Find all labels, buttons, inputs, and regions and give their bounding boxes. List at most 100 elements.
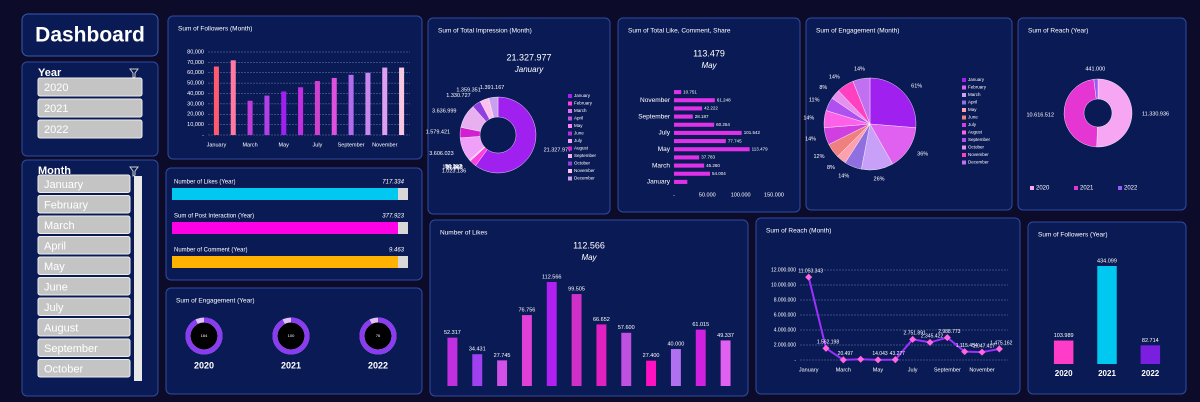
marker <box>978 348 986 356</box>
x-tick-label: - <box>673 192 675 198</box>
panel <box>755 217 1021 395</box>
legend-swatch <box>568 101 572 106</box>
legend-label: 2020 <box>1036 186 1050 192</box>
data-label: 14% <box>838 173 849 179</box>
x-tick-label: July <box>908 367 918 373</box>
bar <box>1053 340 1074 364</box>
panel <box>429 219 749 397</box>
progress-bar <box>172 222 398 234</box>
y-tick-label: 10.000.000 <box>771 282 796 288</box>
bar <box>348 74 354 135</box>
chart-title: Number of Likes <box>440 230 488 237</box>
legend-swatch <box>568 94 572 98</box>
legend-swatch <box>962 115 966 120</box>
data-label: 1.115.454 <box>956 343 978 349</box>
progress-value: 377.923 <box>382 214 404 220</box>
slicer-item[interactable] <box>37 236 131 255</box>
chart-title: Sum of Reach (Year) <box>1028 28 1088 35</box>
slicer-item-label: March <box>44 220 75 232</box>
slicer-item[interactable] <box>37 98 143 118</box>
marker <box>943 334 951 342</box>
legend-label: July <box>968 122 977 127</box>
x-tick-label: November <box>969 367 995 373</box>
slicer-item[interactable] <box>37 338 131 357</box>
legend-label: August <box>574 146 589 151</box>
data-label: 1.475.162 <box>990 340 1012 346</box>
y-tick-label: July <box>658 130 670 137</box>
slicer-item[interactable] <box>37 174 131 193</box>
panel <box>617 17 801 213</box>
data-label: 42.222 <box>704 106 718 111</box>
data-label: 112.566 <box>542 274 561 280</box>
donut-segment <box>475 96 537 174</box>
x-tick-label: 50.000 <box>699 192 716 198</box>
y-tick-label: - <box>202 132 204 138</box>
pie-slice <box>852 77 871 125</box>
bar <box>596 324 607 386</box>
data-label: 441.000 <box>1085 67 1105 73</box>
x-tick-label: 150.000 <box>764 192 784 198</box>
slicer-item-label: 2020 <box>44 82 68 94</box>
bar <box>1097 266 1117 364</box>
slicer-item[interactable] <box>37 119 143 139</box>
x-tick-label: September <box>338 142 365 148</box>
chart-title: Sum of Followers (Year) <box>1038 232 1107 239</box>
x-tick-label: 2020 <box>1055 369 1073 378</box>
slicer-item-label: July <box>44 302 64 314</box>
bar <box>674 106 703 111</box>
data-label: 61% <box>911 83 922 89</box>
chart-title: Sum of Followers (Month) <box>178 26 252 33</box>
legend-label: October <box>574 161 591 166</box>
bar <box>365 72 371 135</box>
legend-swatch <box>962 130 966 135</box>
legend-swatch <box>962 108 966 112</box>
legend-label: June <box>968 115 978 120</box>
data-label: 1.391.167 <box>480 85 504 91</box>
bar <box>674 90 682 95</box>
legend-label: 2021 <box>1080 186 1094 192</box>
slicer-item[interactable] <box>37 215 131 234</box>
slicer-item[interactable] <box>37 359 131 378</box>
legend-label: May <box>968 107 977 112</box>
legend-swatch <box>568 161 572 166</box>
data-label: 1.047.417 <box>973 343 995 349</box>
y-tick-label: 20,000 <box>187 112 204 118</box>
slicer-item[interactable] <box>37 77 143 97</box>
slicer-item[interactable] <box>37 277 131 296</box>
data-label: 45.260 <box>706 163 720 168</box>
data-label: 434.099 <box>1097 258 1117 264</box>
y-tick-label: 30,000 <box>187 101 204 107</box>
chart-title: Sum of Engagement (Year) <box>176 298 255 305</box>
legend-label: May <box>574 123 583 128</box>
legend-label: August <box>968 130 983 135</box>
marker <box>822 344 830 352</box>
slicer-item[interactable] <box>37 297 131 316</box>
bar <box>497 360 508 386</box>
marker <box>995 345 1003 353</box>
legend-swatch <box>568 131 572 136</box>
legend-label: 2022 <box>1124 186 1138 192</box>
highlight-label: May <box>701 61 717 70</box>
data-label: 57.003 <box>446 165 463 171</box>
data-label: 10.751 <box>683 89 697 94</box>
data-label: 106.847 <box>442 165 462 171</box>
legend-swatch <box>1118 186 1122 190</box>
bar <box>674 171 711 176</box>
x-tick-label: 2021 <box>1098 369 1116 378</box>
data-label: 12% <box>814 154 825 160</box>
y-tick-label: 8.000.000 <box>774 297 796 303</box>
slicer-item[interactable] <box>37 318 131 337</box>
data-label: 1.023.136 <box>442 168 466 174</box>
legend-swatch <box>1074 186 1078 190</box>
highlight-value: 113.479 <box>693 48 725 58</box>
data-label: 21.327.977 <box>544 147 572 153</box>
slicer-item[interactable] <box>37 195 131 214</box>
data-label: 14% <box>805 136 816 142</box>
data-label: 8% <box>827 165 835 171</box>
ring-label: 2020 <box>194 360 214 370</box>
slicer-item[interactable] <box>37 256 131 275</box>
chart-title: Sum of Total Impression (Month) <box>438 28 532 35</box>
slicer-item-label: June <box>44 281 68 293</box>
legend-swatch <box>568 116 572 121</box>
x-tick-label: July <box>313 142 323 148</box>
